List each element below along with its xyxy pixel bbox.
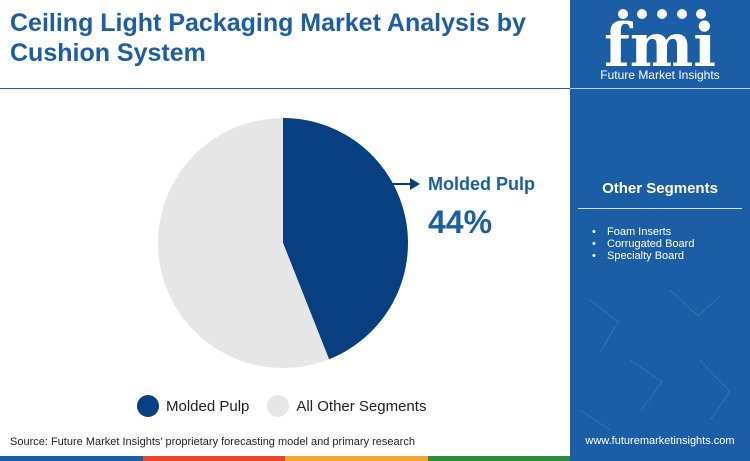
callout-value: 44% bbox=[428, 204, 493, 240]
legend-swatch-molded-pulp bbox=[137, 395, 159, 417]
panel-texture bbox=[579, 289, 731, 431]
callout-arrow-icon bbox=[392, 178, 420, 190]
source-note: Source: Future Market Insights’ propriet… bbox=[10, 436, 415, 448]
legend-label-other-segments: All Other Segments bbox=[296, 397, 427, 415]
accent-strip-red bbox=[142, 456, 285, 461]
other-segments-rule bbox=[578, 208, 742, 209]
other-segments-heading: Other Segments bbox=[602, 180, 718, 197]
side-panel: fmi Future Market Insights Other Segment… bbox=[570, 0, 750, 461]
accent-strip bbox=[0, 456, 570, 461]
logo-letters: fmi bbox=[604, 11, 716, 81]
accent-strip-blue bbox=[0, 456, 143, 461]
pie-chart bbox=[157, 118, 408, 368]
accent-strip-orange bbox=[285, 456, 428, 461]
title-divider bbox=[0, 88, 570, 89]
legend-label-molded-pulp: Molded Pulp bbox=[166, 397, 250, 415]
other-segments-list: Foam Inserts Corrugated Board Specialty … bbox=[592, 226, 694, 262]
segment-item: Specialty Board bbox=[592, 250, 694, 262]
legend-item-other-segments: All Other Segments bbox=[267, 395, 426, 417]
chart-title: Ceiling Light Packaging Market Analysis … bbox=[10, 9, 526, 67]
pie-slice-molded-pulp bbox=[283, 118, 408, 360]
callout-label: Molded Pulp bbox=[428, 174, 535, 194]
logo-name: Future Market Insights bbox=[600, 68, 720, 82]
chart-legend: Molded Pulp All Other Segments bbox=[137, 395, 444, 417]
legend-swatch-other-segments bbox=[267, 395, 290, 417]
legend-item-molded-pulp: Molded Pulp bbox=[137, 395, 249, 417]
pie-slice-all-other-segments bbox=[157, 118, 330, 368]
segment-item: Foam Inserts bbox=[592, 226, 694, 238]
accent-strip-green bbox=[427, 456, 570, 461]
fmi-logo: fmi bbox=[604, 9, 716, 81]
panel-divider bbox=[570, 88, 750, 89]
segment-item: Corrugated Board bbox=[592, 238, 694, 250]
website-url[interactable]: www.futuremarketinsights.com bbox=[585, 435, 735, 447]
